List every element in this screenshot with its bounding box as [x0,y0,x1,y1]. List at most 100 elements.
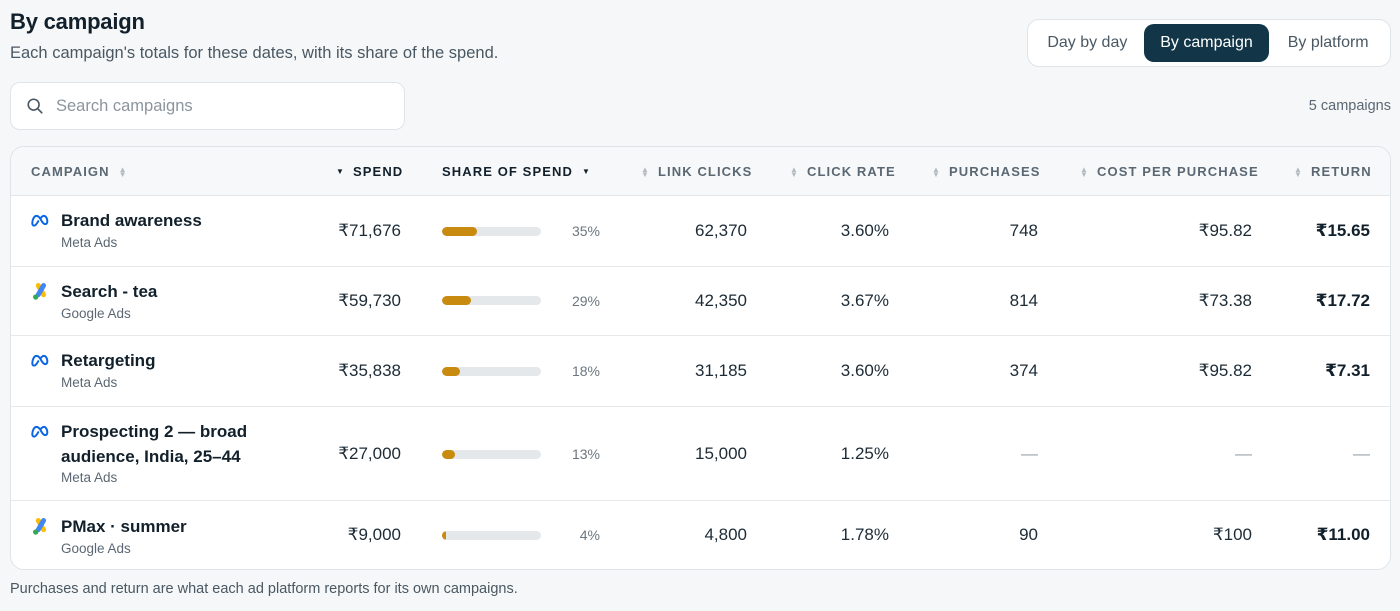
return-value: — [1353,444,1370,463]
share-percent: 13% [571,446,600,462]
share-bar [442,227,541,236]
page-subtitle: Each campaign's totals for these dates, … [10,44,499,62]
google-ads-icon [30,515,52,537]
campaign-name: Brand awareness [61,211,202,230]
share-percent: 35% [571,223,600,239]
col-purchases-label: PURCHASES [949,164,1041,179]
cost-per-purchase-value: ₹95.82 [1198,221,1252,240]
page-title: By campaign [10,9,145,34]
sort-icon: ▲ ▼ [641,164,651,179]
col-return[interactable]: ▲ ▼ RETURN [1294,147,1372,196]
return-value: ₹7.31 [1325,361,1370,380]
campaign-table: CAMPAIGN ▲ ▼ ▼ SPEND SHARE OF SPEND ▼ ▲ ▼ … [10,146,1391,570]
share-bar-fill [442,367,460,376]
link-clicks-value: 31,185 [695,361,747,380]
tab-day-by-day[interactable]: Day by day [1047,34,1128,51]
col-spend-label: SPEND [353,164,404,179]
col-share-label: SHARE OF SPEND [442,164,573,179]
col-spend[interactable]: ▼ SPEND [336,147,403,196]
campaign-platform: Meta Ads [61,470,118,485]
meta-icon [30,209,52,231]
search-icon [27,98,43,114]
campaign-platform: Meta Ads [61,375,118,390]
spend-value: ₹59,730 [338,291,401,310]
click-rate-value: 3.60% [840,221,889,240]
meta-icon [30,420,52,442]
share-bar [442,296,541,305]
share-bar [442,450,541,459]
table-row[interactable]: Brand awareness Meta Ads ₹71,676 35% 62,… [11,196,1390,267]
sort-desc-icon: ▼ [336,167,346,176]
share-percent: 18% [571,363,600,379]
footnote: Purchases and return are what each ad pl… [10,581,518,597]
click-rate-value: 1.25% [840,444,889,463]
link-clicks-value: 4,800 [704,525,747,544]
campaign-name: Retargeting [61,351,156,370]
col-share[interactable]: SHARE OF SPEND ▼ [442,147,590,196]
share-percent: 29% [571,293,600,309]
share-bar-fill [442,296,471,305]
click-rate-value: 1.78% [840,525,889,544]
table-header: CAMPAIGN ▲ ▼ ▼ SPEND SHARE OF SPEND ▼ ▲ ▼ … [11,147,1390,196]
click-rate-value: 3.67% [840,291,889,310]
purchases-value: 90 [1019,525,1038,544]
spend-value: ₹9,000 [347,525,401,544]
sort-desc-icon: ▼ [581,167,592,176]
click-rate-value: 3.60% [840,361,889,380]
share-bar [442,367,541,376]
col-link-clicks-label: LINK CLICKS [658,164,753,179]
col-cost-per-purchase-label: COST PER PURCHASE [1097,164,1259,179]
sort-icon: ▲ ▼ [790,164,800,179]
google-ads-icon [30,280,52,302]
link-clicks-value: 15,000 [695,444,747,463]
tab-by-campaign[interactable]: By campaign [1143,24,1270,62]
campaign-platform: Meta Ads [61,235,118,250]
search-input[interactable] [56,96,376,116]
col-click-rate-label: CLICK RATE [807,164,896,179]
table-row[interactable]: PMax · summer Google Ads ₹9,000 4% 4,800… [11,501,1390,569]
col-campaign[interactable]: CAMPAIGN ▲ ▼ [31,147,127,196]
share-bar-fill [442,450,455,459]
col-link-clicks[interactable]: ▲ ▼ LINK CLICKS [641,147,752,196]
table-row[interactable]: Retargeting Meta Ads ₹35,838 18% 31,185 … [11,336,1390,407]
sort-icon: ▲ ▼ [932,164,942,179]
col-purchases[interactable]: ▲ ▼ PURCHASES [932,147,1041,196]
link-clicks-value: 62,370 [695,221,747,240]
sort-icon: ▲ ▼ [1294,164,1304,179]
link-clicks-value: 42,350 [695,291,747,310]
campaign-name-line-1: Prospecting 2 — broad [61,422,248,441]
campaign-platform: Google Ads [61,541,131,556]
return-value: ₹15.65 [1315,221,1370,240]
purchases-value: 374 [1009,361,1038,380]
table-row[interactable]: Prospecting 2 — broad audience, India, 2… [11,407,1390,501]
col-return-label: RETURN [1311,164,1372,179]
campaign-count: 5 campaigns [1308,98,1391,114]
share-bar-fill [442,227,477,236]
share-percent: 4% [579,527,600,543]
sort-icon: ▲ ▼ [1080,164,1090,179]
cost-per-purchase-value: — [1235,444,1252,463]
table-row[interactable]: Search - tea Google Ads ₹59,730 29% 42,3… [11,267,1390,336]
col-campaign-label: CAMPAIGN [31,164,110,179]
share-bar-fill [442,531,446,540]
spend-value: ₹71,676 [338,221,401,240]
col-cost-per-purchase[interactable]: ▲ ▼ COST PER PURCHASE [1080,147,1259,196]
campaign-name: Search - tea [61,282,158,301]
share-bar [442,531,541,540]
cost-per-purchase-value: ₹95.82 [1198,361,1252,380]
campaign-name: PMax · summer [61,517,187,536]
tab-by-platform[interactable]: By platform [1287,34,1369,51]
meta-icon [30,349,52,371]
campaign-platform: Google Ads [61,306,131,321]
spend-value: ₹27,000 [338,444,401,463]
campaign-name-line-2: audience, India, 25–44 [61,447,241,466]
col-click-rate[interactable]: ▲ ▼ CLICK RATE [790,147,896,196]
return-value: ₹11.00 [1316,525,1370,544]
cost-per-purchase-value: ₹100 [1212,525,1252,544]
view-toggle: Day by day By campaign By platform [1027,19,1391,67]
sort-icon: ▲ ▼ [118,164,128,179]
search-box [10,82,405,130]
return-value: ₹17.72 [1315,291,1370,310]
purchases-value: 814 [1009,291,1038,310]
purchases-value: — [1021,444,1038,463]
